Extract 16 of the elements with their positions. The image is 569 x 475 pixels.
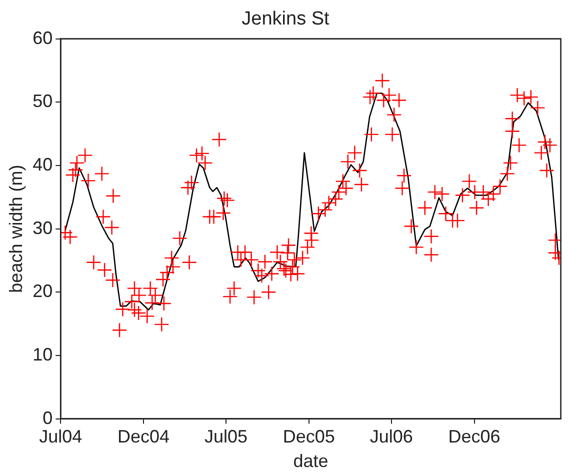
y-axis-title: beach width (m) — [6, 164, 26, 293]
x-tick-label: Jul06 — [370, 426, 413, 447]
y-tick-label: 0 — [42, 408, 53, 428]
y-tick-label: 10 — [32, 344, 53, 364]
y-tick-label: 20 — [32, 281, 53, 302]
y-tick-label: 40 — [32, 154, 53, 174]
x-tick-label: Dec04 — [118, 426, 170, 447]
x-tick-label: Jul05 — [204, 426, 248, 447]
x-tick-label: Dec05 — [282, 426, 335, 447]
x-axis-title: date — [293, 451, 328, 472]
x-tick-label: Jul04 — [39, 426, 82, 447]
y-tick-label: 50 — [32, 91, 53, 112]
y-tick-label: 30 — [32, 218, 53, 238]
chart-title: Jenkins St — [242, 8, 330, 30]
y-tick-label: 60 — [32, 28, 53, 48]
x-tick-label: Dec06 — [448, 426, 500, 447]
